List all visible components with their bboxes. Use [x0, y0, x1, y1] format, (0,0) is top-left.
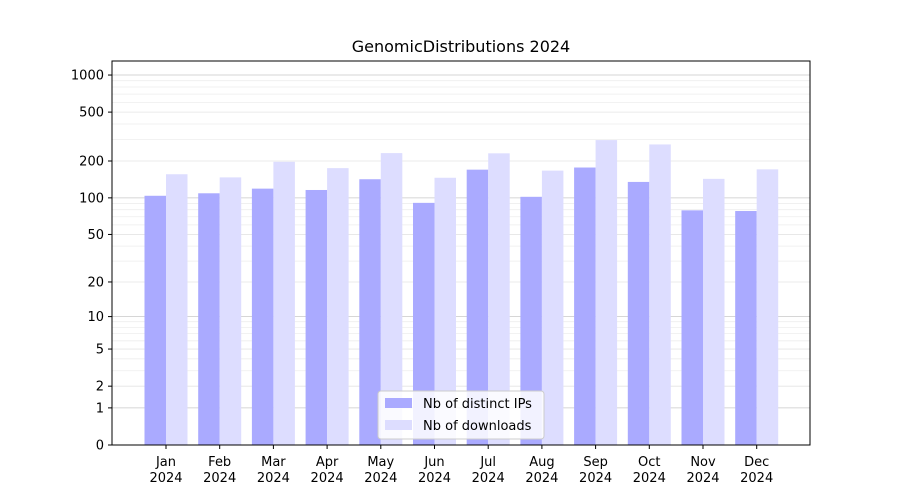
bar-distinct-ips	[627, 181, 650, 445]
bar-distinct-ips	[466, 169, 489, 446]
x-tick-label-year: 2024	[257, 471, 290, 486]
chart-title: GenomicDistributions 2024	[352, 37, 570, 56]
x-tick-label-year: 2024	[418, 471, 451, 486]
x-tick-label-year: 2024	[579, 471, 612, 486]
x-tick-label-month: Dec	[744, 455, 769, 470]
x-tick-label-month: Jul	[479, 455, 496, 470]
y-tick-label: 10	[87, 310, 104, 325]
axes	[111, 60, 811, 446]
x-tick-label-year: 2024	[364, 471, 397, 486]
y-tick-label: 50	[87, 228, 104, 243]
x-tick-label-year: 2024	[686, 471, 719, 486]
y-tick-label: 100	[79, 191, 104, 206]
bar-distinct-ips	[681, 210, 703, 445]
bar-downloads	[166, 174, 188, 445]
bar-distinct-ips	[198, 193, 220, 445]
y-tick-label: 500	[79, 106, 104, 121]
legend-label-downloads: Nb of downloads	[423, 419, 532, 434]
x-tick-label-month: Jun	[423, 455, 444, 470]
bar-distinct-ips	[735, 211, 757, 445]
x-tick-label-year: 2024	[525, 471, 558, 486]
bar-distinct-ips	[305, 189, 328, 445]
x-tick-label-month: Mar	[261, 455, 286, 470]
y-tick-label: 1	[96, 401, 104, 416]
bar-downloads	[756, 169, 779, 445]
x-tick-label-year: 2024	[633, 471, 666, 486]
bar-downloads	[380, 153, 403, 445]
bar-downloads	[541, 170, 564, 446]
y-tick-label: 2	[96, 380, 104, 395]
bar-downloads	[434, 177, 456, 445]
y-ticks: 0 1 2 5 10 20 50 100 200 500 1000	[71, 69, 112, 454]
bar-distinct-ips	[413, 202, 435, 445]
x-tick-label-month: Nov	[690, 455, 716, 470]
x-tick-label-month: Jan	[155, 455, 176, 470]
x-tick-label-month: May	[367, 455, 394, 470]
y-tick-label: 5	[96, 343, 104, 358]
x-tick-label-year: 2024	[203, 471, 236, 486]
x-tick-label-year: 2024	[311, 471, 344, 486]
x-tick-label-month: Apr	[316, 455, 339, 470]
x-tick-label-month: Feb	[208, 455, 231, 470]
x-ticks: Jan2024Feb2024Mar2024Apr2024May2024Jun20…	[149, 445, 773, 486]
bar-downloads	[327, 168, 349, 446]
x-tick-label-year: 2024	[472, 471, 505, 486]
plot-frame	[111, 60, 811, 446]
bar-distinct-ips	[251, 188, 274, 445]
bar-distinct-ips	[520, 196, 542, 445]
legend: Nb of distinct IPs Nb of downloads	[377, 390, 545, 440]
legend-label-distinct-ips: Nb of distinct IPs	[423, 397, 532, 412]
bar-downloads	[703, 178, 725, 445]
bar-distinct-ips	[574, 167, 596, 445]
bar-downloads	[649, 144, 671, 445]
bar-downloads	[595, 140, 618, 445]
x-tick-label-month: Aug	[529, 455, 554, 470]
y-tick-label: 0	[96, 439, 104, 454]
legend-swatch-downloads	[385, 420, 412, 430]
bar-downloads	[219, 177, 242, 446]
bars	[144, 140, 779, 446]
y-tick-label: 20	[87, 275, 104, 290]
bar-downloads	[488, 153, 510, 445]
legend-box	[377, 390, 545, 440]
x-tick-label-year: 2024	[740, 471, 773, 486]
bar-distinct-ips	[144, 195, 166, 445]
x-tick-label-year: 2024	[149, 471, 182, 486]
x-tick-label-month: Sep	[583, 455, 608, 470]
x-tick-label-month: Oct	[638, 455, 660, 470]
bar-downloads	[273, 161, 295, 446]
legend-swatch-distinct-ips	[385, 398, 412, 408]
y-tick-label: 200	[79, 155, 104, 170]
y-tick-label: 1000	[71, 69, 104, 84]
bar-distinct-ips	[359, 179, 381, 445]
